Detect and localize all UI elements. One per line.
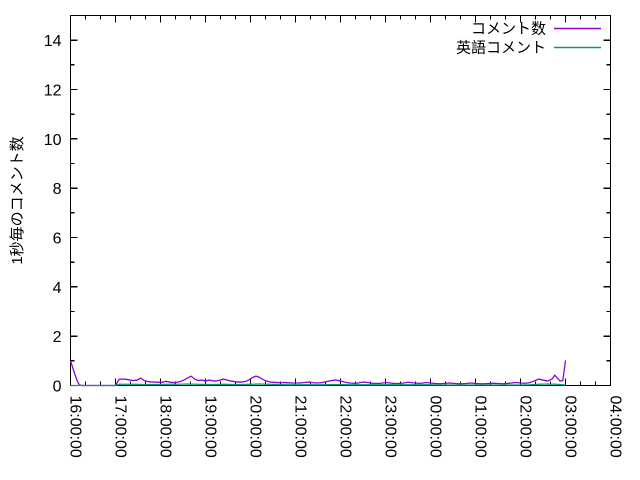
plot-border: [69, 14, 612, 387]
x-tick-label: 02:00:00: [517, 396, 534, 458]
x-tick-label: 23:00:00: [382, 396, 399, 458]
y-axis-ticks: [70, 39, 611, 387]
y-axis-tick-labels: 0 2 4 6 8 10 12 14: [44, 33, 62, 395]
x-tick-label: 21:00:00: [292, 396, 309, 458]
legend-label-2: 英語コメント: [456, 39, 546, 57]
y-tick-label: 14: [44, 33, 62, 50]
y-tick-label: 0: [53, 379, 62, 396]
x-tick-label: 19:00:00: [202, 396, 219, 458]
y-tick-label: 4: [53, 280, 62, 297]
x-tick-label: 00:00:00: [427, 396, 444, 458]
x-tick-label: 16:00:00: [67, 396, 84, 458]
x-tick-label: 04:00:00: [607, 396, 624, 458]
y-tick-label: 2: [53, 329, 62, 346]
y-axis-label: 1秒毎のコメント数: [9, 136, 26, 264]
x-tick-label: 03:00:00: [562, 396, 579, 458]
x-axis-ticks: [69, 15, 612, 386]
x-tick-label: 22:00:00: [337, 396, 354, 458]
data-series: [69, 360, 567, 387]
series-line-2: [70, 383, 566, 387]
y-tick-label: 10: [44, 132, 62, 149]
x-axis-tick-labels: 16:00:00 17:00:00 18:00:00 19:00:00 20:00:00…: [67, 396, 624, 458]
x-tick-label: 18:00:00: [157, 396, 174, 458]
series-line-1: [69, 360, 567, 387]
x-tick-label: 01:00:00: [472, 396, 489, 458]
legend-label-1: コメント数: [471, 21, 546, 38]
x-tick-label: 20:00:00: [247, 396, 264, 458]
y-tick-label: 6: [53, 231, 62, 248]
y-axis-label-text: 1秒毎のコメント数: [9, 136, 26, 264]
y-tick-label: 12: [44, 83, 62, 100]
y-tick-label: 8: [53, 181, 62, 198]
x-tick-label: 17:00:00: [112, 396, 129, 458]
plot-frame: [69, 14, 612, 387]
